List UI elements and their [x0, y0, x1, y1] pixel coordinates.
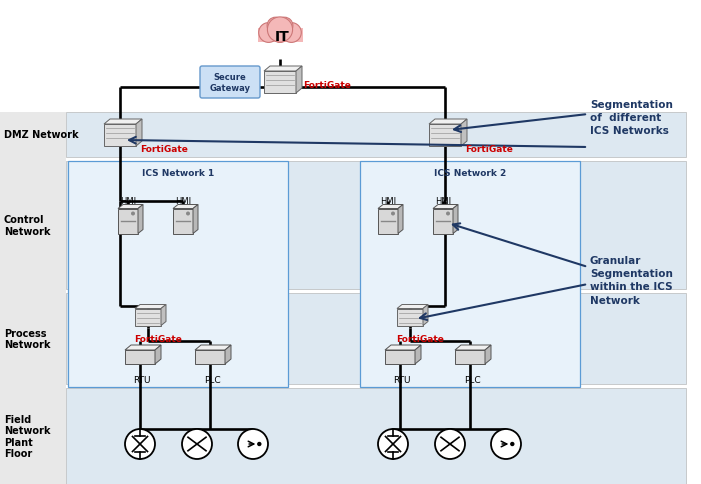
Polygon shape [398, 205, 403, 234]
Circle shape [510, 442, 515, 446]
FancyBboxPatch shape [68, 162, 288, 387]
Polygon shape [173, 205, 198, 209]
Polygon shape [125, 350, 155, 364]
Polygon shape [378, 209, 398, 234]
Text: FortiGate: FortiGate [465, 145, 513, 154]
Text: FortiGate: FortiGate [140, 145, 188, 154]
Circle shape [259, 24, 278, 43]
Text: FortiGate: FortiGate [134, 335, 182, 344]
Text: IT: IT [275, 30, 290, 44]
Polygon shape [296, 67, 302, 94]
Circle shape [446, 212, 450, 216]
FancyBboxPatch shape [66, 113, 686, 158]
Polygon shape [415, 345, 421, 364]
Polygon shape [423, 305, 428, 326]
Polygon shape [485, 345, 491, 364]
Circle shape [257, 442, 261, 446]
Text: Field
Network
Plant
Floor: Field Network Plant Floor [4, 414, 50, 458]
Circle shape [391, 212, 395, 216]
Text: Process
Network: Process Network [4, 328, 50, 349]
Polygon shape [225, 345, 231, 364]
Polygon shape [429, 120, 467, 125]
Text: PLC: PLC [463, 375, 480, 384]
Polygon shape [161, 305, 166, 326]
Polygon shape [104, 120, 142, 125]
Text: Control
Network: Control Network [4, 215, 50, 236]
Polygon shape [193, 205, 198, 234]
Text: HMI: HMI [175, 197, 191, 206]
FancyBboxPatch shape [0, 113, 66, 484]
Circle shape [131, 212, 135, 216]
Circle shape [182, 429, 212, 459]
Polygon shape [461, 120, 467, 147]
Polygon shape [195, 345, 231, 350]
Polygon shape [455, 345, 491, 350]
Circle shape [238, 429, 268, 459]
Circle shape [272, 28, 288, 43]
Text: FortiGate: FortiGate [303, 80, 351, 90]
Text: Segmentation
of  different
ICS Networks: Segmentation of different ICS Networks [590, 100, 673, 136]
Polygon shape [433, 209, 453, 234]
Polygon shape [453, 205, 458, 234]
Polygon shape [155, 345, 161, 364]
Polygon shape [135, 309, 161, 326]
Text: PLC: PLC [204, 375, 220, 384]
Text: ICS Network 1: ICS Network 1 [142, 168, 214, 178]
Polygon shape [433, 205, 458, 209]
Polygon shape [397, 305, 428, 309]
Circle shape [491, 429, 521, 459]
Circle shape [276, 18, 293, 35]
Polygon shape [118, 209, 138, 234]
Polygon shape [135, 305, 166, 309]
Text: ICS Network 2: ICS Network 2 [434, 168, 506, 178]
Polygon shape [385, 345, 421, 350]
Polygon shape [385, 350, 415, 364]
Circle shape [186, 212, 190, 216]
FancyBboxPatch shape [66, 293, 686, 384]
Polygon shape [378, 205, 403, 209]
Circle shape [282, 24, 301, 43]
Text: Granular
Segmentation
within the ICS
Network: Granular Segmentation within the ICS Net… [590, 256, 673, 305]
Polygon shape [397, 309, 423, 326]
Circle shape [267, 18, 292, 43]
Text: HMI: HMI [435, 197, 451, 206]
FancyBboxPatch shape [200, 67, 260, 99]
FancyBboxPatch shape [360, 162, 580, 387]
Polygon shape [136, 120, 142, 147]
Text: RTU: RTU [393, 375, 411, 384]
Polygon shape [104, 125, 136, 147]
FancyBboxPatch shape [257, 29, 303, 43]
Text: HMI: HMI [120, 197, 136, 206]
Polygon shape [264, 72, 296, 94]
Circle shape [267, 18, 284, 35]
Polygon shape [118, 205, 143, 209]
Polygon shape [264, 67, 302, 72]
Polygon shape [429, 125, 461, 147]
FancyBboxPatch shape [66, 162, 686, 289]
Circle shape [378, 429, 408, 459]
Polygon shape [138, 205, 143, 234]
Circle shape [125, 429, 155, 459]
Polygon shape [195, 350, 225, 364]
Text: DMZ Network: DMZ Network [4, 130, 79, 140]
Circle shape [435, 429, 465, 459]
Text: FortiGate: FortiGate [396, 335, 444, 344]
Polygon shape [455, 350, 485, 364]
Text: HMI: HMI [380, 197, 396, 206]
Text: Secure
Gateway: Secure Gateway [210, 73, 250, 92]
Polygon shape [125, 345, 161, 350]
Polygon shape [173, 209, 193, 234]
FancyBboxPatch shape [66, 388, 686, 484]
Text: RTU: RTU [133, 375, 151, 384]
